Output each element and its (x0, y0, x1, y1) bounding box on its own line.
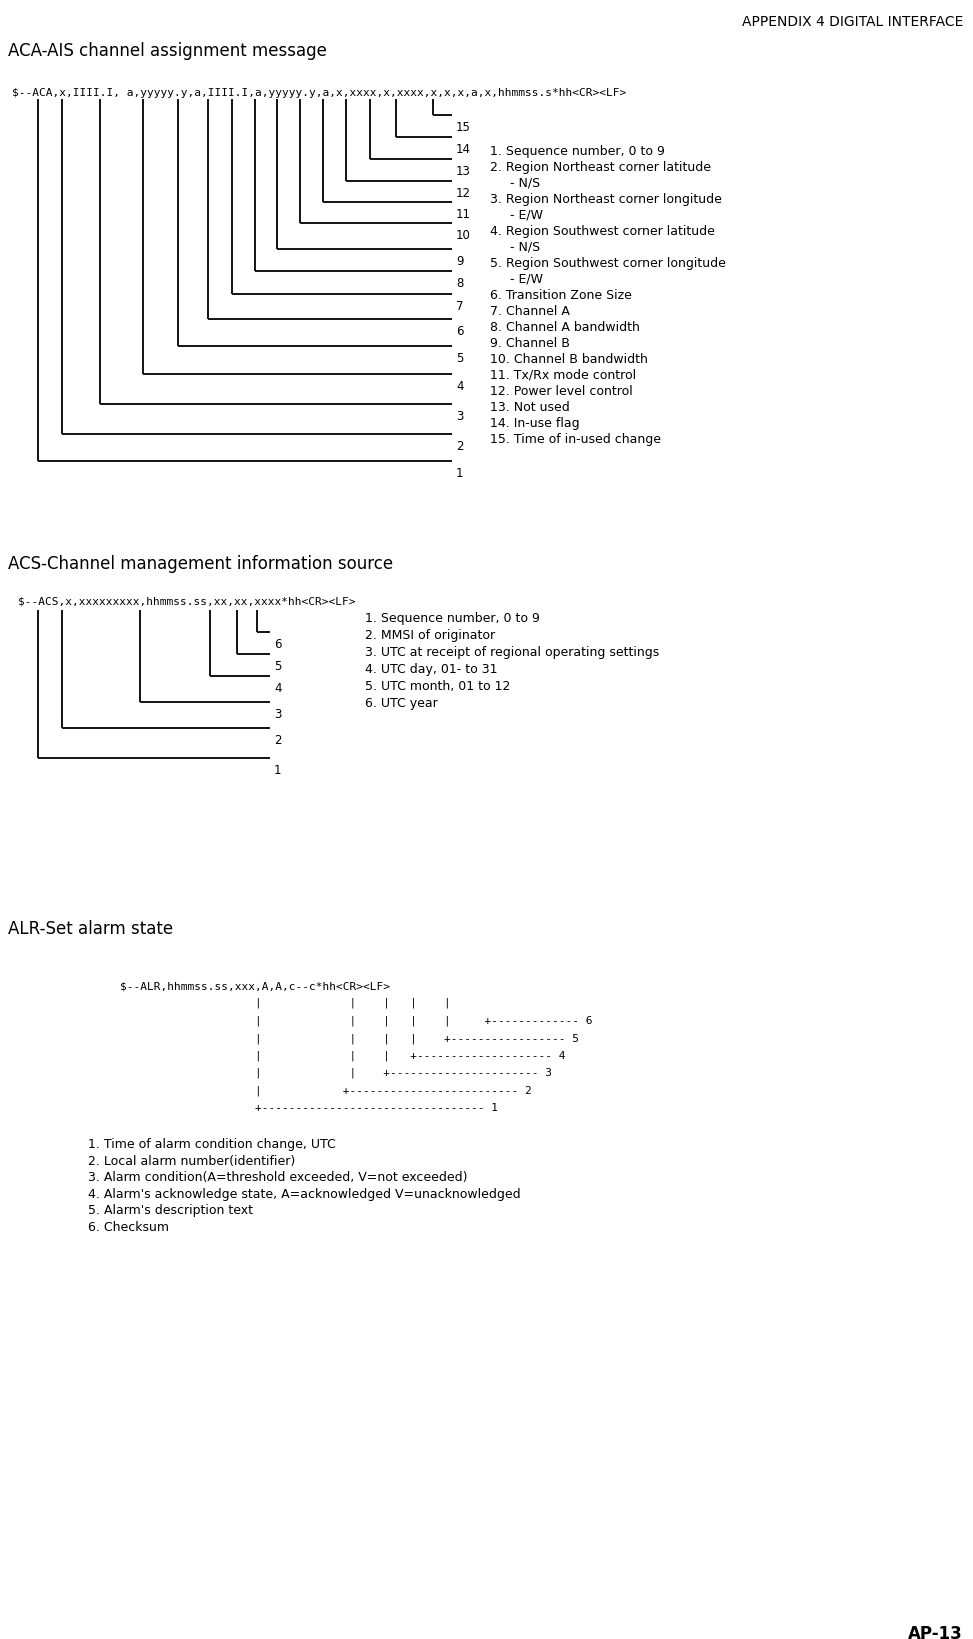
Text: 9. Channel B: 9. Channel B (490, 336, 570, 349)
Text: 4. Region Southwest corner latitude: 4. Region Southwest corner latitude (490, 225, 715, 238)
Text: - N/S: - N/S (490, 177, 540, 190)
Text: - N/S: - N/S (490, 241, 540, 254)
Text: AP-13: AP-13 (908, 1624, 963, 1639)
Text: 2: 2 (456, 439, 463, 452)
Text: 14: 14 (456, 143, 471, 156)
Text: 11: 11 (456, 208, 471, 221)
Text: 4: 4 (456, 380, 463, 393)
Text: 9: 9 (456, 254, 463, 267)
Text: 1. Sequence number, 0 to 9: 1. Sequence number, 0 to 9 (365, 611, 540, 624)
Text: |             |    |   |    +----------------- 5: | | | | +----------------- 5 (120, 1033, 579, 1042)
Text: $--ACA,x,IIII.I, a,yyyyy.y,a,IIII.I,a,yyyyy.y,a,x,xxxx,x,xxxx,x,x,x,a,x,hhmmss.s: $--ACA,x,IIII.I, a,yyyyy.y,a,IIII.I,a,yy… (12, 89, 627, 98)
Text: 1. Time of alarm condition change, UTC: 1. Time of alarm condition change, UTC (88, 1137, 336, 1151)
Text: 1. Sequence number, 0 to 9: 1. Sequence number, 0 to 9 (490, 144, 665, 157)
Text: 7. Channel A: 7. Channel A (490, 305, 570, 318)
Text: 12: 12 (456, 187, 471, 200)
Text: - E/W: - E/W (490, 208, 543, 221)
Text: |            +------------------------- 2: | +------------------------- 2 (120, 1085, 532, 1095)
Text: 4. Alarm's acknowledge state, A=acknowledged V=unacknowledged: 4. Alarm's acknowledge state, A=acknowle… (88, 1187, 521, 1200)
Text: ACS-Channel management information source: ACS-Channel management information sourc… (8, 554, 393, 572)
Text: $--ALR,hhmmss.ss,xxx,A,A,c--c*hh<CR><LF>: $--ALR,hhmmss.ss,xxx,A,A,c--c*hh<CR><LF> (120, 982, 390, 992)
Text: |             |    |   |    |: | | | | | (120, 998, 450, 1008)
Text: 5: 5 (274, 659, 281, 672)
Text: $--ACS,x,xxxxxxxxx,hhmmss.ss,xx,xx,xxxx*hh<CR><LF>: $--ACS,x,xxxxxxxxx,hhmmss.ss,xx,xx,xxxx*… (18, 597, 355, 606)
Text: 4. UTC day, 01- to 31: 4. UTC day, 01- to 31 (365, 662, 497, 675)
Text: 13: 13 (456, 166, 471, 179)
Text: 14. In-use flag: 14. In-use flag (490, 416, 580, 429)
Text: ACA-AIS channel assignment message: ACA-AIS channel assignment message (8, 43, 327, 61)
Text: +--------------------------------- 1: +--------------------------------- 1 (120, 1103, 498, 1113)
Text: 8. Channel A bandwidth: 8. Channel A bandwidth (490, 321, 640, 334)
Text: 3: 3 (456, 410, 463, 423)
Text: 4: 4 (274, 682, 281, 695)
Text: |             |    |   |    |     +------------- 6: | | | | | +------------- 6 (120, 1015, 593, 1026)
Text: 5. Region Southwest corner longitude: 5. Region Southwest corner longitude (490, 257, 726, 270)
Text: 10: 10 (456, 229, 471, 243)
Text: 5: 5 (456, 352, 463, 365)
Text: 1: 1 (456, 467, 463, 480)
Text: 1: 1 (274, 764, 281, 777)
Text: 11. Tx/Rx mode control: 11. Tx/Rx mode control (490, 369, 636, 382)
Text: 3. Alarm condition(A=threshold exceeded, V=not exceeded): 3. Alarm condition(A=threshold exceeded,… (88, 1170, 467, 1183)
Text: |             |    +---------------------- 3: | | +---------------------- 3 (120, 1067, 552, 1078)
Text: 2. Region Northeast corner latitude: 2. Region Northeast corner latitude (490, 161, 711, 174)
Text: 6. Checksum: 6. Checksum (88, 1221, 169, 1233)
Text: 3. UTC at receipt of regional operating settings: 3. UTC at receipt of regional operating … (365, 646, 660, 659)
Text: 7: 7 (456, 300, 463, 313)
Text: 15. Time of in-used change: 15. Time of in-used change (490, 433, 661, 446)
Text: 3: 3 (274, 708, 281, 721)
Text: 6. UTC year: 6. UTC year (365, 697, 438, 710)
Text: 2: 2 (274, 734, 281, 746)
Text: 5. UTC month, 01 to 12: 5. UTC month, 01 to 12 (365, 680, 511, 693)
Text: 2. Local alarm number(identifier): 2. Local alarm number(identifier) (88, 1154, 300, 1167)
Text: - E/W: - E/W (490, 272, 543, 285)
Text: 13. Not used: 13. Not used (490, 402, 570, 413)
Text: 3. Region Northeast corner longitude: 3. Region Northeast corner longitude (490, 193, 722, 207)
Text: 6: 6 (274, 638, 281, 651)
Text: 8: 8 (456, 277, 463, 290)
Text: 15: 15 (456, 121, 471, 134)
Text: 12. Power level control: 12. Power level control (490, 385, 632, 398)
Text: 5. Alarm's description text: 5. Alarm's description text (88, 1203, 253, 1216)
Text: 6: 6 (456, 325, 463, 338)
Text: ALR-Set alarm state: ALR-Set alarm state (8, 919, 173, 938)
Text: |             |    |   +-------------------- 4: | | | +-------------------- 4 (120, 1051, 565, 1060)
Text: 6. Transition Zone Size: 6. Transition Zone Size (490, 288, 631, 302)
Text: APPENDIX 4 DIGITAL INTERFACE: APPENDIX 4 DIGITAL INTERFACE (741, 15, 963, 30)
Text: 10. Channel B bandwidth: 10. Channel B bandwidth (490, 352, 648, 365)
Text: 2. MMSI of originator: 2. MMSI of originator (365, 629, 495, 641)
